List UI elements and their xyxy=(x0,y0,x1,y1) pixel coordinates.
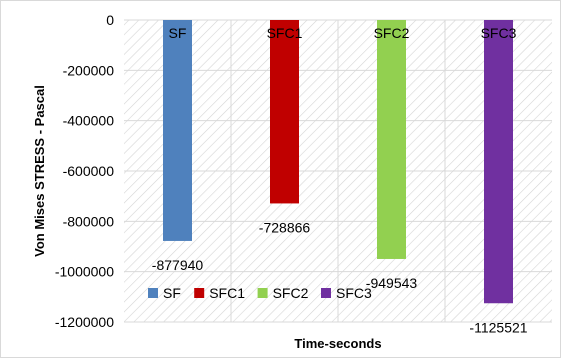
legend-swatch xyxy=(257,288,268,298)
category-label: SF xyxy=(169,25,187,41)
data-label: -949543 xyxy=(366,275,418,291)
legend-label: SFC3 xyxy=(336,285,372,301)
legend-swatch xyxy=(321,288,331,298)
y-tick-label: -1200000 xyxy=(55,314,114,330)
data-label: -1125521 xyxy=(469,319,527,335)
y-tick-label: -200000 xyxy=(63,62,115,78)
y-axis-ticks: 0 -200000 -400000 -600000 -800000 -1000000 -12… xyxy=(55,12,114,330)
grid-lines xyxy=(124,19,552,323)
category-label: SFC1 xyxy=(267,25,303,41)
bar-sfc1 xyxy=(270,20,299,204)
data-labels: -877940 -728866 -949543 -1125521 xyxy=(152,219,528,335)
category-label: SFC2 xyxy=(374,25,410,41)
data-label: -877940 xyxy=(152,257,204,273)
y-axis-title: Von Mises STRESS - Pascal xyxy=(32,85,47,257)
data-label: -728866 xyxy=(259,219,311,235)
y-tick-label: -800000 xyxy=(63,213,115,229)
legend-swatch xyxy=(148,288,158,298)
bar-sfc3 xyxy=(484,20,513,304)
legend-label: SF xyxy=(163,285,181,301)
y-tick-label: -600000 xyxy=(63,163,115,179)
legend-swatch xyxy=(194,288,205,298)
x-axis-title: Time-seconds xyxy=(294,336,381,351)
legend-label: SFC2 xyxy=(273,285,309,301)
y-tick-label: -1000000 xyxy=(55,264,114,280)
legend: SF SFC1 SFC2 SFC3 xyxy=(148,285,372,301)
bar-sfc2 xyxy=(377,20,406,259)
category-label: SFC3 xyxy=(481,25,517,41)
category-labels: SF SFC1 SFC2 SFC3 xyxy=(169,25,517,41)
y-tick-label: -400000 xyxy=(63,113,115,129)
legend-label: SFC1 xyxy=(209,285,245,301)
y-tick-label: 0 xyxy=(106,12,114,28)
bar-sf xyxy=(163,20,192,241)
bars xyxy=(163,20,513,304)
